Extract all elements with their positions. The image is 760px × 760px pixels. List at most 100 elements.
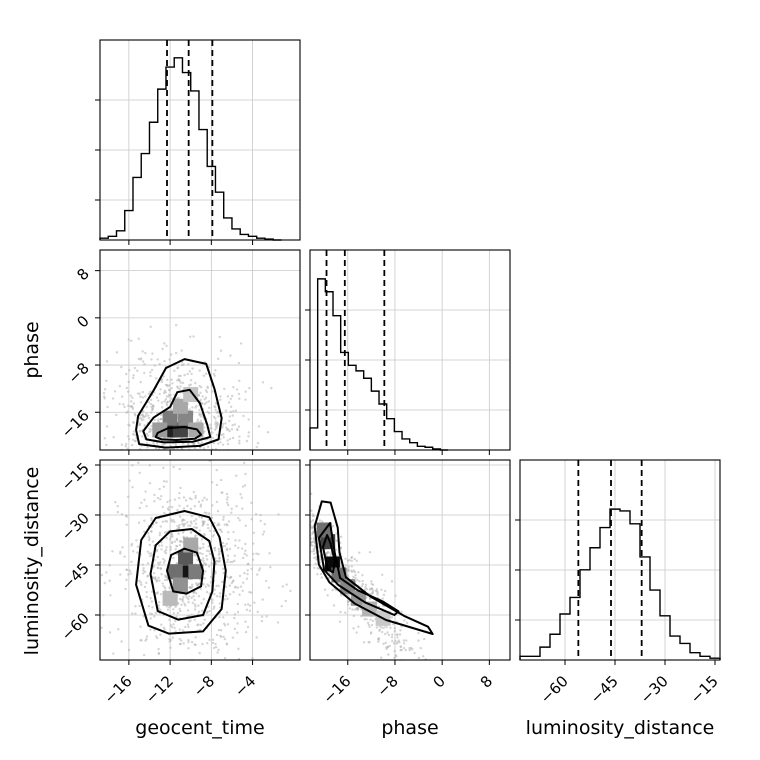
- sample-point: [152, 441, 155, 445]
- sample-point: [301, 532, 303, 534]
- sample-point: [227, 661, 229, 663]
- sample-point: [140, 583, 143, 586]
- sample-point: [173, 540, 177, 543]
- sample-point: [170, 505, 174, 509]
- sample-point: [145, 442, 149, 445]
- sample-point: [421, 694, 423, 696]
- sample-point: [385, 625, 388, 629]
- sample-point: [134, 439, 137, 443]
- sample-point: [183, 683, 185, 685]
- sample-point: [133, 453, 135, 455]
- sample-point: [417, 656, 421, 660]
- sample-point: [142, 615, 145, 618]
- sample-point: [139, 401, 143, 404]
- sample-point: [310, 543, 313, 547]
- sample-point: [207, 526, 210, 530]
- sample-point: [211, 638, 215, 642]
- sample-point: [226, 623, 230, 626]
- sample-point: [251, 656, 254, 660]
- sample-point: [169, 518, 173, 521]
- sample-point: [400, 648, 403, 652]
- sample-point: [214, 645, 218, 649]
- sample-point: [150, 612, 154, 616]
- sample-point: [344, 557, 347, 560]
- sample-point: [239, 342, 243, 345]
- sample-point: [200, 516, 204, 519]
- sample-point: [312, 552, 316, 556]
- sample-point: [188, 408, 191, 411]
- sample-point: [208, 609, 211, 613]
- contour-level-1: [154, 425, 203, 441]
- sample-point: [152, 571, 156, 575]
- sample-point: [393, 630, 396, 633]
- sample-point: [134, 612, 137, 615]
- sample-point: [378, 629, 381, 632]
- sample-point: [201, 395, 204, 398]
- sample-point: [184, 604, 187, 607]
- sample-point: [164, 670, 166, 672]
- sample-point: [142, 409, 145, 413]
- sample-point: [143, 498, 146, 502]
- sample-point: [165, 536, 168, 540]
- sample-point: [203, 430, 206, 433]
- sample-point: [317, 550, 321, 553]
- sample-point: [246, 569, 249, 572]
- sample-point: [238, 539, 241, 542]
- sample-point: [95, 599, 97, 601]
- sample-point: [79, 589, 81, 591]
- sample-point: [361, 574, 364, 577]
- sample-point: [151, 352, 154, 355]
- sample-point: [143, 530, 146, 533]
- sample-point: [265, 615, 268, 618]
- sample-point: [205, 590, 209, 594]
- sample-point: [440, 698, 442, 700]
- sample-point: [169, 638, 173, 642]
- sample-point: [163, 442, 166, 446]
- sample-point: [124, 442, 128, 446]
- sample-point: [442, 709, 444, 711]
- sample-point: [189, 507, 193, 511]
- sample-point: [305, 518, 307, 520]
- sample-point: [301, 512, 303, 514]
- contour-level-2: [149, 528, 216, 621]
- sample-point: [158, 533, 162, 537]
- sample-point: [137, 357, 140, 361]
- sample-point: [348, 607, 352, 610]
- sample-point: [160, 548, 163, 551]
- sample-point: [163, 452, 165, 454]
- sample-point: [216, 423, 219, 427]
- sample-point: [187, 595, 191, 598]
- sample-point: [155, 453, 157, 455]
- sample-point: [423, 637, 426, 641]
- sample-point: [391, 639, 394, 643]
- sample-point: [258, 567, 262, 570]
- sample-point: [360, 608, 363, 611]
- sample-point: [229, 560, 232, 564]
- sample-point: [143, 415, 146, 419]
- sample-point: [146, 446, 149, 449]
- sample-point: [227, 401, 231, 404]
- sample-point: [318, 519, 322, 522]
- sample-point: [181, 454, 183, 456]
- sample-point: [303, 512, 305, 514]
- sample-point: [157, 576, 160, 580]
- sample-point: [137, 337, 140, 340]
- sample-point: [212, 415, 216, 419]
- sample-point: [191, 681, 193, 683]
- sample-point: [174, 671, 176, 673]
- sample-point: [357, 625, 360, 628]
- sample-point: [284, 599, 287, 603]
- density-cell: [167, 564, 183, 580]
- sample-point: [121, 546, 124, 549]
- sample-point: [158, 362, 161, 366]
- sample-point: [304, 541, 306, 543]
- sample-point: [100, 626, 103, 629]
- sample-point: [202, 622, 205, 625]
- sample-point: [415, 672, 417, 674]
- sample-point: [178, 496, 181, 500]
- sample-point: [94, 626, 96, 628]
- sample-point: [234, 409, 238, 412]
- sample-point: [140, 501, 143, 505]
- contour-level-3: [313, 500, 434, 635]
- sample-point: [195, 404, 198, 408]
